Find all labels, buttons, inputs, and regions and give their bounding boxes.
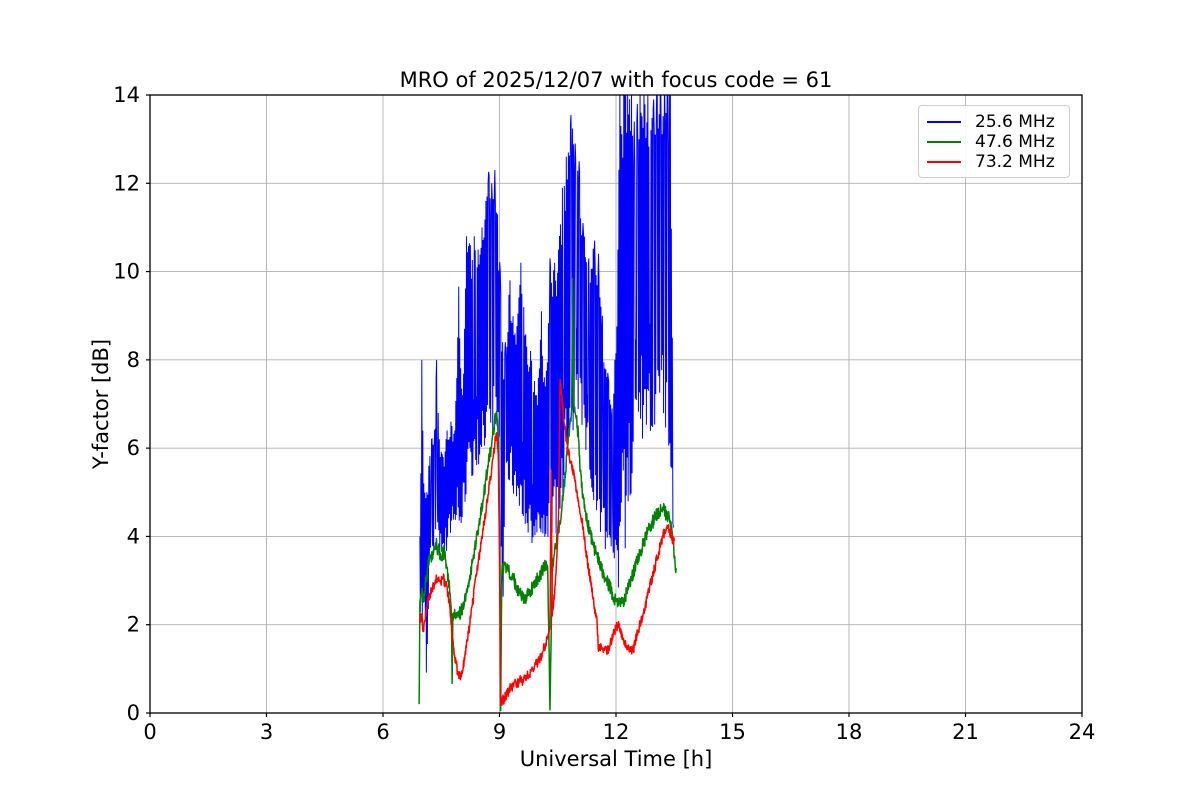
legend-label: 47.6 MHz	[975, 132, 1055, 152]
x-tick-label: 3	[260, 720, 273, 744]
legend: 25.6 MHz 47.6 MHz 73.2 MHz	[918, 105, 1070, 178]
legend-label: 25.6 MHz	[975, 112, 1055, 132]
series-47-6-mhz-trace	[418, 277, 678, 712]
legend-line-green-icon	[927, 141, 961, 143]
series-25-6mhz-trace	[419, 95, 674, 673]
y-axis-label: Y-factor [dB]	[89, 338, 113, 470]
x-tick-label: 9	[493, 720, 506, 744]
x-tick-label: 24	[1069, 720, 1096, 744]
y-tick-label: 14	[113, 83, 140, 107]
legend-line-red-icon	[927, 161, 961, 163]
legend-line-blue-icon	[927, 121, 961, 123]
legend-item-47-6mhz: 47.6 MHz	[927, 132, 1061, 152]
x-tick-label: 6	[376, 720, 389, 744]
y-tick-label: 8	[127, 348, 140, 372]
x-tick-label: 12	[603, 720, 630, 744]
x-axis-label: Universal Time [h]	[519, 747, 713, 771]
x-tick-label: 15	[719, 720, 746, 744]
y-tick-label: 2	[127, 613, 140, 637]
legend-item-73-2mhz: 73.2 MHz	[927, 152, 1061, 172]
y-tick-label: 0	[127, 701, 140, 725]
legend-item-25-6mhz: 25.6 MHz	[927, 112, 1061, 132]
x-tick-label: 21	[952, 720, 979, 744]
x-tick-label: 0	[143, 720, 156, 744]
y-tick-label: 12	[113, 171, 140, 195]
y-tick-label: 4	[127, 524, 140, 548]
x-tick-label: 18	[836, 720, 863, 744]
series-73-2-mhz-trace	[419, 378, 675, 706]
chart-title: MRO of 2025/12/07 with focus code = 61	[399, 68, 833, 92]
y-tick-label: 10	[113, 260, 140, 284]
legend-label: 73.2 MHz	[975, 152, 1055, 172]
y-tick-label: 6	[127, 436, 140, 460]
